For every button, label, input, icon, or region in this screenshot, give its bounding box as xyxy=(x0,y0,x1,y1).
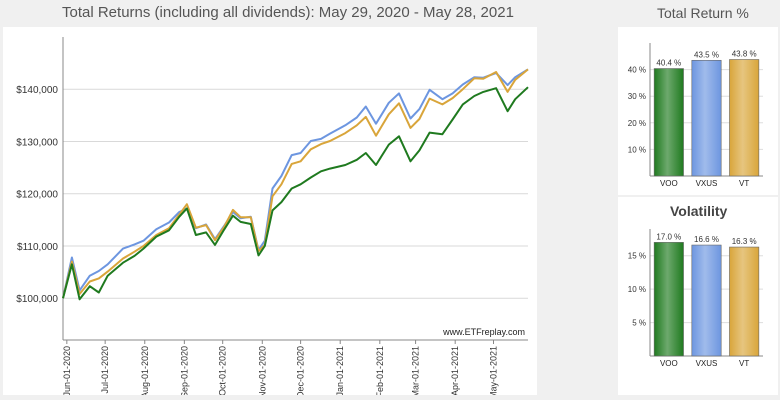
bar-value-label: 43.8 % xyxy=(732,49,757,58)
x-tick-label: Apr-01-2021 xyxy=(450,346,460,395)
x-tick-label: VXUS xyxy=(696,359,718,368)
y-tick-label: 30 % xyxy=(628,92,646,101)
line-chart: $100,000 $110,000 $120,000 $130,000 $140,000… xyxy=(16,37,529,399)
y-tick-label: 20 % xyxy=(628,119,646,128)
x-tick-label: Jun-01-2020 xyxy=(62,346,72,395)
main-chart-panel: $100,000 $110,000 $120,000 $130,000 $140,000… xyxy=(3,27,537,399)
volatility-title: Volatility xyxy=(670,203,728,219)
series-line-vxus xyxy=(62,68,529,299)
x-tick-label: Dec-01-2020 xyxy=(296,346,306,395)
x-tick-label: May-01-2021 xyxy=(489,346,499,395)
x-tick-label: Oct-01-2020 xyxy=(218,346,228,395)
y-tick-label: 10 % xyxy=(628,285,646,294)
y-tick-label: $110,000 xyxy=(17,242,58,253)
y-tick-label: $140,000 xyxy=(16,85,58,96)
bar-vt xyxy=(729,59,760,177)
x-tick-label: Feb-01-2021 xyxy=(375,346,385,395)
bar-vxus xyxy=(691,244,722,357)
x-tick-label: VOO xyxy=(660,359,678,368)
bar-vxus xyxy=(691,59,722,177)
bar-value-label: 16.3 % xyxy=(732,237,757,246)
main-chart-title: Total Returns (including all dividends):… xyxy=(62,4,514,21)
y-tick-label: 15 % xyxy=(628,252,646,261)
x-tick-label: Mar-01-2021 xyxy=(411,346,421,395)
x-tick-label: Nov-01-2020 xyxy=(257,346,267,395)
bar-value-label: 16.6 % xyxy=(694,235,719,244)
series-line-vt xyxy=(62,68,529,299)
bar-vt xyxy=(729,246,760,357)
total-return-panel: 10 % 20 % 30 % 40 % 40.4 % VOO 43.5 % VXUS 43.8 … xyxy=(618,27,778,195)
bar-voo xyxy=(653,68,684,177)
y-tick-label: 40 % xyxy=(628,66,646,75)
y-tick-label: $100,000 xyxy=(16,294,58,305)
x-tick-label: Jul-01-2020 xyxy=(100,346,110,394)
total-return-title: Total Return % xyxy=(657,5,749,21)
x-tick-label: Jan-01-2021 xyxy=(335,346,345,395)
y-tick-label: 5 % xyxy=(632,319,646,328)
x-tick-label: Sep-01-2020 xyxy=(179,346,189,395)
y-tick-label: $120,000 xyxy=(16,190,58,201)
bar-value-label: 43.5 % xyxy=(694,50,719,59)
bar-voo xyxy=(653,242,684,357)
total-return-bar-chart: 10 % 20 % 30 % 40 % 40.4 % VOO 43.5 % VXUS 43.8 … xyxy=(628,43,763,188)
volatility-bar-chart: 5 % 10 % 15 % 17.0 % VOO 16.6 % VXUS 16.3 % VT xyxy=(628,229,763,368)
y-tick-label: 10 % xyxy=(628,145,646,154)
x-tick-label: VT xyxy=(739,179,749,188)
bar-value-label: 40.4 % xyxy=(656,59,681,68)
x-tick-label: VOO xyxy=(660,179,678,188)
bar-value-label: 17.0 % xyxy=(656,232,681,241)
x-tick-label: VXUS xyxy=(696,179,718,188)
x-tick-label: VT xyxy=(739,359,749,368)
y-tick-label: $130,000 xyxy=(16,137,58,148)
series-line-voo xyxy=(62,86,529,301)
x-tick-label: Aug-01-2020 xyxy=(140,346,150,395)
watermark: www.ETFreplay.com xyxy=(442,327,525,337)
volatility-panel: Volatility 5 % 10 % 15 % 17.0 % VOO 16.6 % VXU… xyxy=(618,197,778,395)
